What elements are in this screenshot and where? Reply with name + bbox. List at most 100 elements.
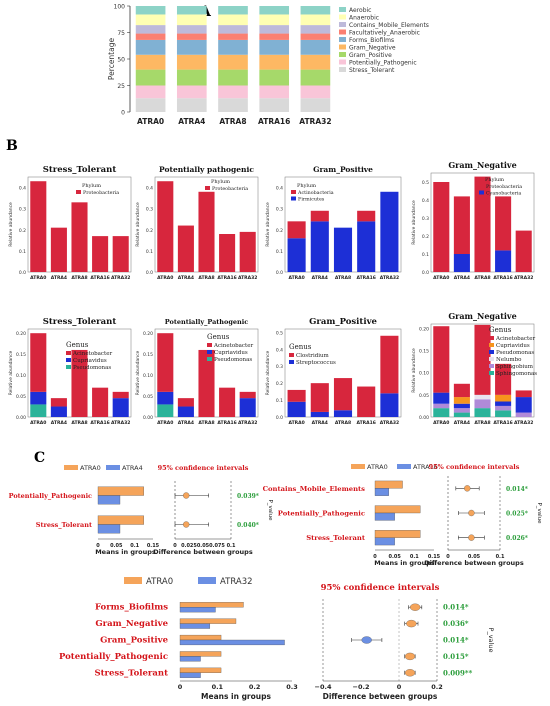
y-tick-label: 0.05 bbox=[419, 393, 429, 399]
bar-segment-pseudomonas bbox=[453, 403, 470, 409]
bar-segment-anaerobic bbox=[259, 14, 290, 26]
y-tick-label: 0.5 bbox=[422, 180, 429, 186]
bar-segment-acinetobacter bbox=[453, 383, 470, 398]
x-tick-label: ATRA32 bbox=[111, 275, 130, 281]
x-tick-label: ATRA8 bbox=[71, 420, 87, 426]
bar-segment-stress-tolerant bbox=[259, 98, 290, 112]
category-label: Forms_Biofilms bbox=[95, 603, 168, 613]
ci-point bbox=[406, 619, 417, 628]
y-tick-label: 0.05 bbox=[16, 394, 26, 400]
x-tick-label: 0 bbox=[373, 554, 377, 560]
legend-swatch-streptococcus bbox=[289, 360, 294, 364]
bar-segment-cyanobacteria bbox=[453, 254, 470, 272]
bar-segment-nelumbo bbox=[474, 394, 491, 400]
bar-atra32 bbox=[179, 607, 216, 613]
legend-label-atra0: ATRA0 bbox=[80, 464, 101, 472]
bar-segment-clostridium bbox=[357, 386, 376, 417]
legend-swatch-proteobacteria bbox=[76, 190, 81, 194]
legend-label-cupriavidus: Cupriavidus bbox=[73, 358, 107, 364]
ci-x-axis-title: Difference between groups bbox=[323, 692, 438, 701]
panel-b-chart-8: Gram_Negative 0.00 0.05 0.10 0.15 0.20 Relativ… bbox=[411, 311, 537, 426]
legend-swatch-atra4 bbox=[106, 465, 120, 470]
bar-segment-potentially-pathogenic bbox=[218, 85, 248, 99]
bar-segment-cupriavidus bbox=[239, 398, 256, 417]
legend-label-cyanobacteria: Cyanobacteria bbox=[486, 191, 521, 197]
y-tick-label: 0.1 bbox=[276, 398, 283, 404]
bar-segment-acinetobacter bbox=[239, 391, 256, 399]
panel-b-chart-3: Gram_Positive 0.0 0.1 0.2 0.3 0.4 Relative abu… bbox=[265, 165, 402, 281]
bar-segment-proteobacteria bbox=[495, 196, 512, 251]
bar-segment-gram-negative bbox=[300, 54, 331, 70]
bar-segment-streptococcus bbox=[287, 401, 306, 417]
bar-segment-firmicutes bbox=[357, 221, 376, 272]
legend-swatch-actinobacteria bbox=[291, 190, 296, 194]
legend-swatch-forms-biofilms bbox=[339, 37, 346, 42]
y-tick-label: 0.3 bbox=[276, 364, 283, 370]
legend-title: Phylum bbox=[485, 177, 504, 183]
y-tick-label: 0.15 bbox=[143, 352, 153, 358]
x-tick-label: ATRA8 bbox=[335, 275, 351, 281]
bar-segment-contains-mobile-elements bbox=[218, 25, 248, 34]
bar-segment-aerobic bbox=[259, 6, 290, 15]
legend-label-streptococcus: Streptococcus bbox=[296, 360, 336, 366]
bar-segment-acinetobacter bbox=[157, 333, 174, 392]
bar-atra0 bbox=[374, 530, 421, 538]
bar-segment-potentially-pathogenic bbox=[259, 85, 290, 99]
bar-segment-sphingomonas bbox=[495, 410, 512, 417]
legend-label-facultatively-anaerobic: Facultatively_Anaerobic bbox=[349, 30, 420, 37]
panel-label-c: C bbox=[34, 450, 45, 466]
legend-label-gram-negative: Gram_Negative bbox=[349, 45, 396, 52]
ci-x-tick-label: 0.025 bbox=[181, 543, 197, 549]
legend-label-contains-mobile-elements: Contains_Mobile_Elements bbox=[349, 22, 429, 29]
y-tick-label: 0.0 bbox=[19, 270, 26, 276]
legend-swatch-clostridium bbox=[289, 353, 294, 357]
y-tick-label: 0 bbox=[121, 110, 125, 117]
y-axis-title: Relative abundance bbox=[8, 202, 14, 247]
legend-swatch-contains-mobile-elements bbox=[339, 22, 346, 27]
category-label: Gram_Positive bbox=[100, 636, 168, 646]
bar-segment-proteobacteria bbox=[453, 196, 470, 254]
bar-segment-sphingobium bbox=[453, 408, 470, 413]
y-tick-label: 0.5 bbox=[276, 330, 283, 336]
chart-title: Potentially pathogenic bbox=[159, 165, 254, 174]
x-tick-label: ATRA8 bbox=[474, 275, 490, 281]
panel-b-chart-2: Potentially pathogenic 0.0 0.1 0.2 0.3 0.4 Rel… bbox=[135, 165, 259, 281]
bar-atra4 bbox=[97, 495, 121, 505]
panel-b-chart-6: Potentially_Pathogenic 0.00 0.05 0.10 0.15 0.… bbox=[135, 318, 259, 426]
legend-swatch-sphingobium bbox=[489, 364, 494, 368]
x-axis-title: Means in groups bbox=[201, 692, 271, 701]
legend-swatch-atra0 bbox=[64, 465, 78, 470]
y-axis-title: Percentage bbox=[107, 38, 116, 81]
legend-label-proteobacteria: Proteobacteria bbox=[212, 186, 248, 192]
bar-segment-gram-positive bbox=[300, 69, 331, 86]
bar-segment-acinetobacter bbox=[92, 387, 109, 417]
ci-x-tick-label: 0.075 bbox=[209, 543, 225, 549]
ci-point bbox=[361, 636, 372, 644]
legend-swatch-pseudomonas bbox=[207, 357, 212, 361]
y-tick-label: 0.00 bbox=[143, 415, 153, 421]
bar-segment-gram-negative bbox=[176, 54, 207, 70]
legend-swatch-proteobacteria bbox=[205, 186, 210, 190]
bar-segment-facultatively-anaerobic bbox=[135, 33, 166, 40]
x-tick-label: ATRA0 bbox=[433, 420, 449, 426]
bar-segment-facultatively-anaerobic bbox=[259, 33, 290, 40]
legend-label-atra16: ATRA16 bbox=[413, 463, 438, 471]
p-value-label: 0.039* bbox=[237, 493, 259, 500]
legend-label-acinetobacter: Acinetobacter bbox=[495, 336, 535, 342]
bar-segment-anaerobic bbox=[300, 14, 331, 26]
bar-segment-aerobic bbox=[300, 6, 331, 15]
bar-segment-proteobacteria bbox=[239, 231, 256, 272]
y-tick-label: 50 bbox=[117, 57, 125, 64]
legend-label-potentially-pathogenic: Potentially_Pathogenic bbox=[349, 60, 417, 67]
legend-swatch-potentially-pathogenic bbox=[339, 59, 346, 65]
p-value-label: 0.026* bbox=[506, 535, 528, 542]
bar-segment-facultatively-anaerobic bbox=[300, 33, 331, 40]
legend-swatch-cupriavidus bbox=[207, 350, 212, 354]
bar-segment-cupriavidus bbox=[495, 394, 512, 402]
legend-label-atra0: ATRA0 bbox=[367, 463, 388, 471]
category-label: Gram_Negative bbox=[95, 619, 168, 629]
bar-segment-sphingomonas bbox=[433, 408, 450, 417]
p-value-label: 0.014* bbox=[443, 636, 469, 645]
x-tick-label: ATRA4 bbox=[178, 117, 205, 126]
